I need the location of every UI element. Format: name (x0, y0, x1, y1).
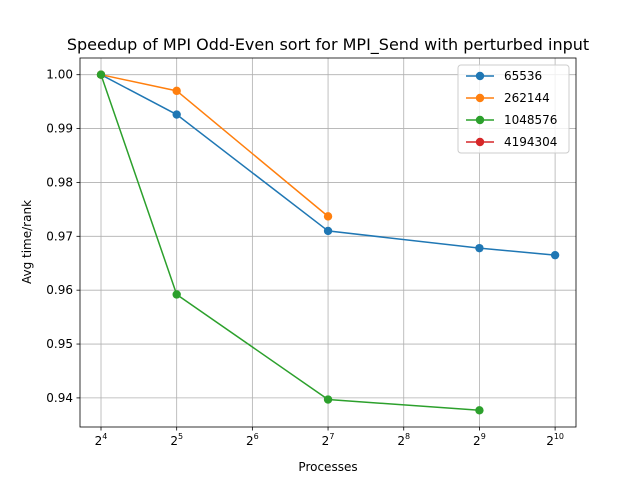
data-point-1048576 (323, 395, 333, 404)
data-point-1048576 (96, 70, 106, 79)
data-point-65536 (172, 110, 181, 119)
legend-label: 4194304 (504, 135, 557, 149)
y-tick-label: 0.98 (46, 175, 73, 189)
y-axis-ticks: 0.94 0.95 0.96 0.97 0.98 0.99 1.00 (46, 68, 80, 405)
legend-swatch-marker (475, 93, 485, 103)
data-point-262144 (323, 212, 333, 221)
y-tick-label: 0.99 (46, 122, 73, 136)
legend-swatch-marker (475, 115, 485, 125)
series-line-1048576 (100, 74, 480, 412)
y-tick-label: 1.00 (46, 68, 73, 82)
x-tick-label: 24 (95, 432, 108, 448)
y-axis-label: Avg time/rank (20, 200, 34, 284)
series-line-262144 (100, 73, 329, 217)
y-tick-label: 0.96 (46, 283, 73, 297)
y-tick-label: 0.97 (46, 229, 73, 243)
x-tick-label: 28 (397, 432, 410, 448)
y-tick-label: 0.94 (46, 391, 73, 405)
legend-box (457, 64, 570, 154)
x-axis-label: Processes (298, 460, 357, 474)
legend-label: 65536 (504, 69, 542, 83)
chart-title: Speedup of MPI Odd-Even sort for MPI_Sen… (67, 35, 589, 55)
x-tick-label: 210 (546, 432, 564, 448)
data-point-65536 (323, 226, 333, 236)
legend-swatch-marker (475, 71, 485, 81)
x-tick-label: 29 (473, 432, 486, 448)
x-tick-label: 27 (322, 432, 335, 448)
data-point-262144 (172, 86, 181, 96)
legend-swatch-marker (475, 137, 485, 147)
legend: 65536 262144 1048576 4194304 (457, 64, 570, 154)
data-point-65536 (475, 243, 484, 253)
y-tick-label: 0.95 (46, 337, 73, 351)
data-point-1048576 (475, 406, 484, 415)
x-tick-label: 25 (170, 432, 183, 448)
legend-label: 262144 (504, 91, 550, 105)
plot-frame (79, 57, 577, 428)
legend-label: 1048576 (504, 113, 557, 127)
data-point-65536 (550, 250, 560, 260)
x-tick-label: 26 (246, 432, 259, 448)
data-point-1048576 (172, 290, 181, 299)
x-axis-ticks: 24 25 26 27 28 29 210 (95, 427, 564, 448)
series-group (96, 70, 560, 415)
